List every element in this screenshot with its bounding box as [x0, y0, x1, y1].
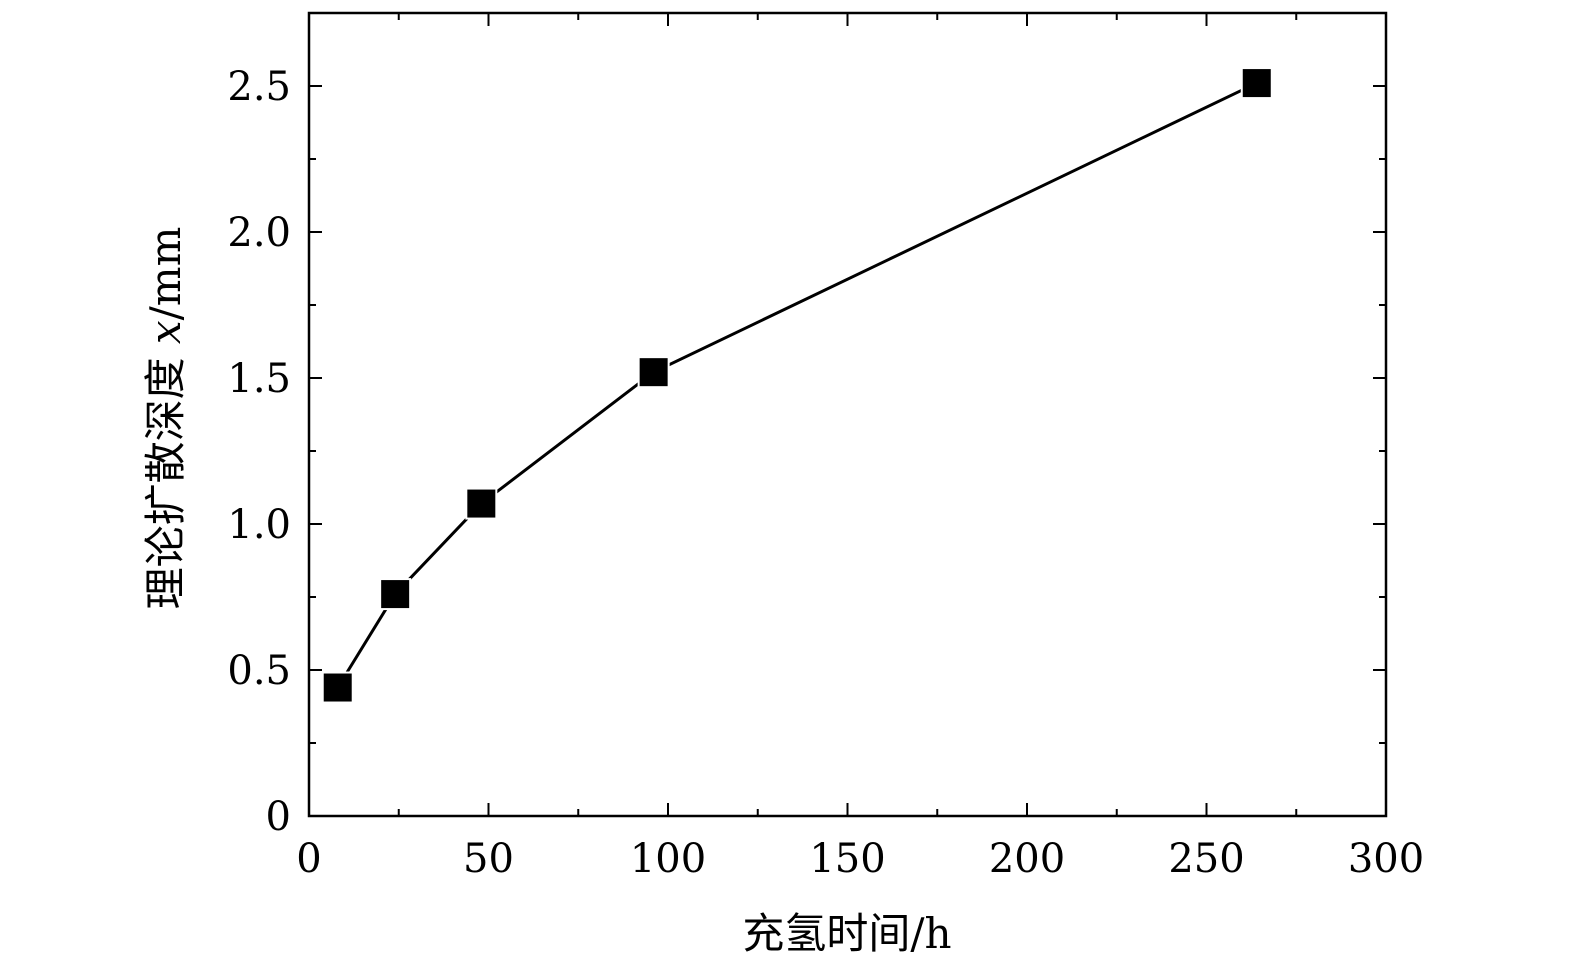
- data-point-marker: [379, 578, 412, 611]
- x-tick-label: 150: [809, 836, 885, 882]
- tick-labels-layer: 0 50 100 150 200 250 300 0 0.5 1.0 1.5 2.0 2.5: [227, 64, 1424, 882]
- x-tick-label: 300: [1348, 836, 1424, 882]
- markers-layer: [321, 67, 1273, 704]
- y-axis-title-variable: x: [141, 320, 190, 344]
- y-axis-title-unit: /mm: [141, 227, 190, 321]
- data-point-marker: [321, 671, 354, 704]
- ticks-layer: [308, 13, 1387, 817]
- series-line-layer: [336, 81, 1258, 689]
- x-tick-label: 250: [1168, 836, 1244, 882]
- y-tick-label: 1.0: [227, 502, 291, 548]
- x-tick-label: 0: [296, 836, 321, 882]
- y-axis-title: 理论扩散深度 x/mm: [141, 227, 190, 610]
- y-tick-label: 1.5: [227, 356, 291, 402]
- y-tick-label: 0.5: [227, 648, 291, 694]
- y-tick-label: 2.0: [227, 210, 291, 256]
- x-axis-title: 充氢时间/h: [742, 909, 951, 958]
- x-tick-label: 100: [630, 836, 706, 882]
- plot-frame: [307, 11, 1388, 818]
- series-line: [336, 81, 1258, 689]
- data-point-marker: [1240, 67, 1273, 100]
- x-tick-label: 200: [989, 836, 1065, 882]
- y-axis-title-text: 理论扩散深度: [141, 344, 190, 609]
- y-tick-label: 2.5: [227, 64, 291, 110]
- x-tick-label: 50: [463, 836, 514, 882]
- y-tick-label: 0: [266, 794, 291, 840]
- data-point-marker: [637, 356, 670, 389]
- data-point-marker: [465, 487, 498, 520]
